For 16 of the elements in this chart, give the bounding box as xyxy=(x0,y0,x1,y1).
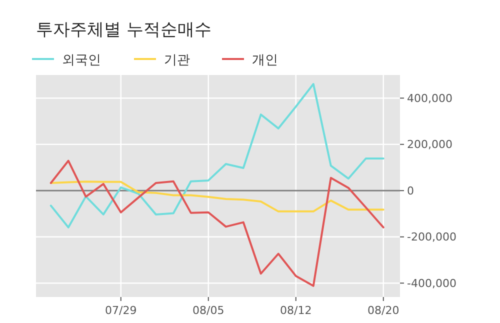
y-tick-label: 400,000 xyxy=(407,92,452,105)
legend-label: 외국인 xyxy=(62,53,101,68)
x-tick-label: 08/20 xyxy=(368,304,400,317)
chart-title: 투자주체별 누적순매수 xyxy=(36,20,212,40)
x-tick-label: 08/05 xyxy=(192,304,224,317)
y-tick-label: 0 xyxy=(407,184,414,198)
x-tick-label: 07/29 xyxy=(105,304,137,317)
line-series xyxy=(50,180,384,212)
legend-label: 기관 xyxy=(164,53,190,68)
line-series xyxy=(50,83,384,228)
line-series xyxy=(50,160,384,287)
x-tick-label: 08/12 xyxy=(280,304,312,317)
y-tick-label: -200,000 xyxy=(407,230,456,244)
y-tick-label: -400,000 xyxy=(407,276,456,290)
y-tick-label: 200,000 xyxy=(407,138,452,152)
legend-label: 개인 xyxy=(252,53,278,68)
